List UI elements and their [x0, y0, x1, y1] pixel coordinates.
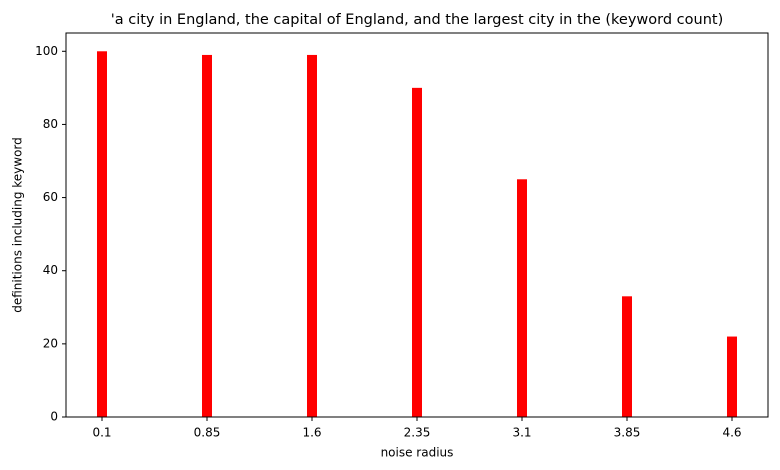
- y-tick-label: 80: [43, 117, 58, 131]
- x-tick-label: 0.1: [92, 426, 111, 440]
- bar: [97, 51, 107, 418]
- bar: [202, 54, 212, 417]
- bar: [727, 336, 737, 417]
- chart-title: 'a city in England, the capital of Engla…: [111, 12, 724, 28]
- x-tick-label: 0.85: [194, 426, 221, 440]
- plot-frame: [65, 32, 769, 418]
- y-tick-label: 100: [35, 44, 58, 58]
- bar: [622, 296, 632, 417]
- y-tick-label: 40: [43, 263, 58, 277]
- x-tick-label: 3.85: [614, 426, 641, 440]
- x-tick-label: 2.35: [404, 426, 431, 440]
- y-tick-label: 20: [43, 336, 58, 350]
- x-tick-label: 4.6: [722, 426, 741, 440]
- x-tick-label: 3.1: [512, 426, 531, 440]
- y-tick-label: 60: [43, 190, 58, 204]
- bar: [307, 54, 317, 417]
- bar: [412, 87, 422, 417]
- x-axis-label: noise radius: [381, 446, 454, 460]
- y-tick-label: 0: [50, 410, 58, 424]
- x-tick-label: 1.6: [302, 426, 321, 440]
- bar: [517, 179, 527, 417]
- y-axis-label: definitions including keyword: [11, 137, 25, 313]
